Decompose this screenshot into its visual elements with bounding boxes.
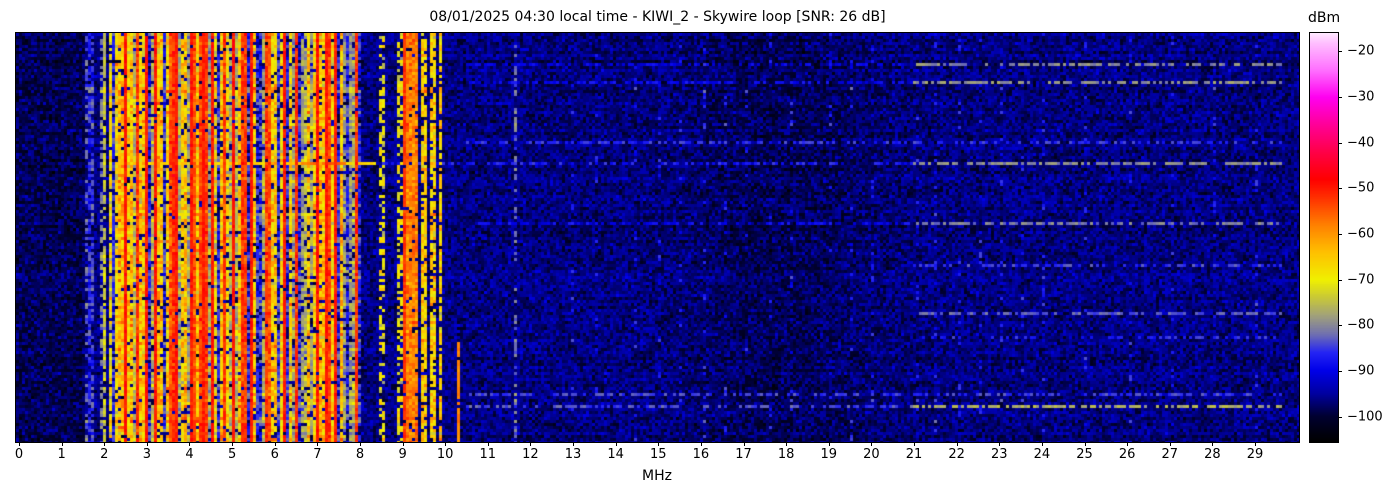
x-tick-mark xyxy=(61,442,63,446)
x-tick-mark xyxy=(445,442,447,446)
x-tick-mark xyxy=(700,442,702,446)
x-tick-label: 1 xyxy=(57,447,66,462)
x-tick-mark xyxy=(359,442,361,446)
x-tick-mark xyxy=(1169,442,1171,446)
x-tick-mark xyxy=(1127,442,1129,446)
x-tick-mark xyxy=(402,442,404,446)
x-tick-label: 0 xyxy=(14,447,24,462)
colorbar-tick-mark xyxy=(1338,371,1342,373)
x-tick-mark xyxy=(189,442,191,446)
colorbar-tick-label: −80 xyxy=(1347,317,1375,333)
colorbar-tick-mark xyxy=(1338,188,1342,190)
x-tick-mark xyxy=(274,442,276,446)
x-tick-mark xyxy=(19,442,20,446)
x-tick-label: 3 xyxy=(142,447,151,462)
x-tick-label: 2 xyxy=(100,447,109,462)
x-tick-mark xyxy=(828,442,830,446)
x-tick-mark xyxy=(104,442,106,446)
colorbar-tick-label: −40 xyxy=(1347,135,1375,151)
colorbar-tick-mark xyxy=(1338,51,1342,53)
x-tick-label: 27 xyxy=(1161,447,1179,462)
colorbar-frame xyxy=(1309,32,1339,443)
x-tick-label: 4 xyxy=(185,447,194,462)
colorbar-canvas xyxy=(1310,33,1338,442)
colorbar-tick-label: −50 xyxy=(1347,180,1375,196)
plot-title: 08/01/2025 04:30 local time - KIWI_2 - S… xyxy=(429,9,886,25)
x-tick-mark xyxy=(615,442,617,446)
colorbar-tick-mark xyxy=(1338,234,1342,236)
x-tick-label: 14 xyxy=(607,447,624,462)
colorbar-tick-mark xyxy=(1338,279,1342,281)
x-tick-mark xyxy=(232,442,234,446)
colorbar-tick-mark xyxy=(1338,142,1342,144)
x-tick-label: 12 xyxy=(522,447,539,462)
x-tick-mark xyxy=(487,442,489,446)
x-tick-mark xyxy=(914,442,916,446)
x-tick-label: 11 xyxy=(479,447,497,462)
x-tick-mark xyxy=(743,442,745,446)
colorbar-title: dBm xyxy=(1308,10,1341,26)
x-axis-label: MHz xyxy=(642,468,672,484)
colorbar-tick-label: −30 xyxy=(1347,89,1375,105)
x-tick-mark xyxy=(956,442,958,446)
x-tick-label: 19 xyxy=(820,447,838,462)
x-tick-label: 24 xyxy=(1033,447,1051,462)
x-tick-label: 23 xyxy=(990,447,1008,462)
x-tick-label: 17 xyxy=(735,447,752,462)
x-tick-label: 28 xyxy=(1204,447,1221,462)
x-tick-mark xyxy=(530,442,532,446)
x-tick-label: 22 xyxy=(948,447,965,462)
waterfall-canvas xyxy=(16,33,1299,442)
x-tick-mark xyxy=(317,442,319,446)
x-tick-mark xyxy=(1254,442,1256,446)
x-tick-mark xyxy=(658,442,660,446)
x-tick-mark xyxy=(1212,442,1214,446)
x-tick-mark xyxy=(1084,442,1086,446)
colorbar-tick-label: −100 xyxy=(1347,409,1383,425)
x-tick-label: 6 xyxy=(270,447,279,462)
x-tick-label: 5 xyxy=(227,447,237,462)
colorbar-tick-label: −90 xyxy=(1347,363,1375,379)
x-tick-mark xyxy=(1041,442,1043,446)
x-tick-label: 15 xyxy=(650,447,667,462)
x-tick-mark xyxy=(999,442,1001,446)
colorbar-tick-mark xyxy=(1338,416,1342,418)
x-tick-mark xyxy=(871,442,873,446)
x-tick-label: 9 xyxy=(398,447,407,462)
x-tick-label: 18 xyxy=(777,447,795,462)
x-tick-label: 16 xyxy=(692,447,710,462)
x-tick-label: 7 xyxy=(313,447,322,462)
colorbar-tick-label: −20 xyxy=(1347,43,1375,59)
x-tick-label: 21 xyxy=(905,447,923,462)
colorbar-tick-label: −60 xyxy=(1347,226,1375,242)
colorbar-tick-mark xyxy=(1338,96,1342,98)
x-tick-label: 20 xyxy=(863,447,880,462)
x-tick-label: 8 xyxy=(355,447,365,462)
x-tick-mark xyxy=(146,442,148,446)
x-tick-label: 10 xyxy=(436,447,454,462)
axes-frame xyxy=(15,32,1300,443)
x-tick-label: 13 xyxy=(564,447,582,462)
x-tick-label: 29 xyxy=(1246,447,1264,462)
x-tick-mark xyxy=(573,442,575,446)
colorbar-tick-label: −70 xyxy=(1347,272,1375,288)
colorbar-tick-mark xyxy=(1338,325,1342,327)
x-tick-label: 25 xyxy=(1076,447,1093,462)
x-tick-label: 26 xyxy=(1118,447,1136,462)
x-tick-mark xyxy=(786,442,788,446)
